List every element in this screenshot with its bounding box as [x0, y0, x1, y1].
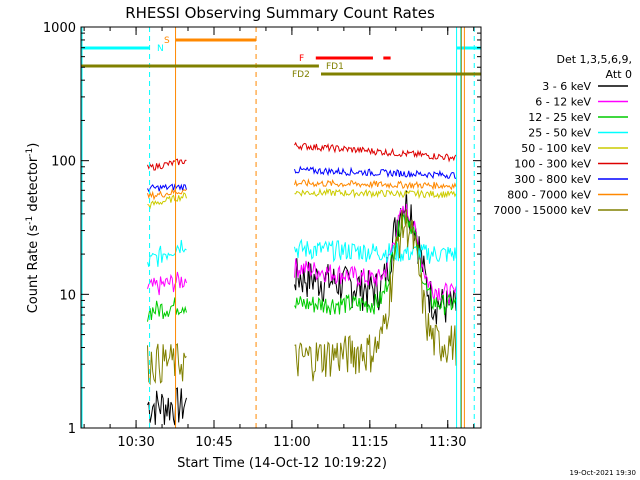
legend-label: 3 - 6 keV — [542, 80, 591, 93]
series-line-5 — [147, 192, 187, 210]
legend-label: 300 - 800 keV — [514, 173, 591, 186]
y-axis-label-part1: Count Rate (s — [26, 225, 41, 314]
chart-title: RHESSI Observing Summary Count Rates — [125, 4, 435, 22]
series-line-9 — [294, 209, 457, 382]
flag-label-s: S — [164, 36, 170, 46]
legend-label: 25 - 50 keV — [528, 127, 591, 140]
x-axis: 10:30 10:45 11:00 11:15 11:30 — [83, 27, 475, 450]
series-line-2 — [147, 271, 187, 296]
series-line-3 — [294, 212, 457, 315]
series-line-6 — [147, 158, 187, 171]
plot-area — [147, 141, 457, 426]
series-line-6 — [294, 141, 457, 163]
legend-label: 100 - 300 keV — [514, 158, 591, 171]
series-line-5 — [294, 187, 457, 200]
x-tick-label: 10:30 — [117, 435, 154, 450]
x-tick-label: 11:00 — [273, 435, 310, 450]
flag-label-fd2: FD2 — [292, 70, 310, 80]
series-line-7 — [147, 183, 187, 193]
y-axis-label-sup2: -1 — [25, 148, 35, 157]
y-tick-label: 1 — [68, 422, 76, 437]
x-tick-label: 11:30 — [429, 435, 466, 450]
y-tick-label: 10 — [59, 288, 76, 303]
y-axis-label-part2: detector — [26, 156, 41, 216]
legend-label: 50 - 100 keV — [521, 142, 591, 155]
legend-label: 800 - 7000 keV — [507, 189, 591, 202]
series-line-8 — [294, 178, 457, 191]
y-axis-label-part3: ) — [26, 143, 41, 148]
flag-label-fd1: FD1 — [326, 62, 344, 72]
flag-label-f: F — [299, 54, 304, 64]
series-line-4 — [294, 238, 457, 264]
timestamp: 19-Oct-2021 19:30 — [570, 469, 636, 477]
y-axis-label-sup1: -1 — [25, 216, 35, 225]
flag-label-n: N — [157, 44, 164, 54]
plot-frame — [80, 26, 482, 429]
series-line-2 — [294, 203, 457, 305]
x-tick-label: 11:15 — [351, 435, 388, 450]
y-axis-label: Count Rate (s-1 detector-1) — [25, 143, 41, 314]
observing-flags: SN F FD1 FD2 — [81, 27, 481, 428]
x-tick-label: 10:45 — [195, 435, 232, 450]
series-line-8 — [147, 188, 187, 201]
legend: 3 - 6 keV 6 - 12 keV 12 - 25 keV 25 - 50 ke… — [493, 80, 628, 217]
legend-label: 6 - 12 keV — [535, 96, 591, 109]
series-line-3 — [147, 297, 187, 322]
legend-header-attenuator: Att 0 — [606, 68, 632, 81]
series-line-9 — [147, 343, 187, 386]
legend-label: 12 - 25 keV — [528, 111, 591, 124]
legend-header-detectors: Det 1,3,5,6,9, — [556, 53, 632, 66]
series-line-7 — [294, 165, 457, 180]
series-line-1 — [147, 387, 187, 426]
y-tick-label: 100 — [51, 155, 76, 170]
legend-label: 7000 - 15000 keV — [493, 204, 591, 217]
x-axis-label: Start Time (14-Oct-12 10:19:22) — [177, 456, 387, 471]
y-tick-label: 1000 — [43, 21, 76, 36]
series-line-4 — [147, 239, 187, 268]
y-axis: 1 10 100 1000 — [43, 21, 481, 437]
